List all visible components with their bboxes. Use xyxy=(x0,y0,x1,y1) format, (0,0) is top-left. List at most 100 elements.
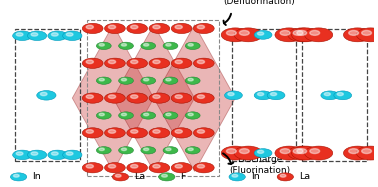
Circle shape xyxy=(275,146,303,160)
Circle shape xyxy=(149,128,170,138)
Circle shape xyxy=(153,95,160,98)
Circle shape xyxy=(229,173,245,181)
Circle shape xyxy=(141,147,156,154)
Circle shape xyxy=(337,93,343,96)
Circle shape xyxy=(257,93,264,96)
Circle shape xyxy=(149,93,170,103)
Circle shape xyxy=(194,163,214,173)
Circle shape xyxy=(194,128,214,138)
Circle shape xyxy=(239,149,249,154)
Circle shape xyxy=(171,23,192,34)
Circle shape xyxy=(11,173,27,181)
Circle shape xyxy=(86,60,93,64)
Circle shape xyxy=(297,30,307,35)
Circle shape xyxy=(86,95,93,98)
Circle shape xyxy=(119,42,133,50)
Circle shape xyxy=(163,112,178,119)
Circle shape xyxy=(144,78,149,81)
Circle shape xyxy=(280,174,286,177)
Circle shape xyxy=(163,147,178,154)
Circle shape xyxy=(226,149,236,154)
Circle shape xyxy=(96,112,111,119)
Circle shape xyxy=(221,146,249,160)
Circle shape xyxy=(305,28,333,42)
Circle shape xyxy=(99,44,104,46)
Circle shape xyxy=(149,58,170,68)
Circle shape xyxy=(82,93,103,103)
Circle shape xyxy=(234,28,262,42)
Circle shape xyxy=(185,147,200,154)
Circle shape xyxy=(48,31,67,41)
Circle shape xyxy=(37,91,56,100)
Circle shape xyxy=(121,113,127,116)
Circle shape xyxy=(257,150,264,153)
Circle shape xyxy=(175,130,182,133)
Circle shape xyxy=(28,150,47,160)
Text: Charge
(Defluorination): Charge (Defluorination) xyxy=(223,0,295,7)
Circle shape xyxy=(185,42,200,50)
Circle shape xyxy=(96,77,111,84)
Circle shape xyxy=(86,130,93,133)
Circle shape xyxy=(144,44,149,46)
Circle shape xyxy=(275,28,303,42)
Text: In: In xyxy=(251,172,260,181)
Circle shape xyxy=(108,60,116,64)
Circle shape xyxy=(175,25,182,29)
Circle shape xyxy=(288,28,316,42)
Circle shape xyxy=(162,174,167,177)
Circle shape xyxy=(305,146,333,160)
Circle shape xyxy=(86,165,93,168)
Circle shape xyxy=(96,147,111,154)
Circle shape xyxy=(344,28,372,42)
Circle shape xyxy=(291,28,320,42)
Circle shape xyxy=(171,163,192,173)
Circle shape xyxy=(99,78,104,81)
Circle shape xyxy=(131,25,138,29)
Circle shape xyxy=(228,93,234,96)
Circle shape xyxy=(293,149,303,154)
Circle shape xyxy=(127,163,147,173)
Circle shape xyxy=(254,149,272,157)
Circle shape xyxy=(344,146,372,160)
Circle shape xyxy=(51,152,58,155)
Circle shape xyxy=(66,33,73,36)
Circle shape xyxy=(280,30,290,35)
Circle shape xyxy=(105,163,125,173)
Circle shape xyxy=(166,78,171,81)
Text: In: In xyxy=(32,172,41,181)
Circle shape xyxy=(144,148,149,151)
Circle shape xyxy=(141,42,156,50)
Circle shape xyxy=(321,91,339,100)
Circle shape xyxy=(28,31,47,41)
Circle shape xyxy=(99,113,104,116)
Circle shape xyxy=(188,148,193,151)
Circle shape xyxy=(257,32,264,35)
Circle shape xyxy=(226,30,236,35)
Text: La: La xyxy=(299,172,310,181)
Circle shape xyxy=(153,60,160,64)
Circle shape xyxy=(13,150,32,160)
Circle shape xyxy=(96,42,111,50)
Circle shape xyxy=(99,148,104,151)
Circle shape xyxy=(349,149,359,154)
Circle shape xyxy=(108,95,116,98)
Circle shape xyxy=(254,30,272,39)
Circle shape xyxy=(254,91,272,100)
Circle shape xyxy=(171,93,192,103)
Circle shape xyxy=(119,77,133,84)
Circle shape xyxy=(131,165,138,168)
Circle shape xyxy=(362,30,372,35)
Circle shape xyxy=(175,165,182,168)
Polygon shape xyxy=(72,25,154,171)
Circle shape xyxy=(175,95,182,98)
Circle shape xyxy=(131,60,138,64)
Circle shape xyxy=(194,23,214,34)
Circle shape xyxy=(185,77,200,84)
Circle shape xyxy=(280,149,290,154)
Circle shape xyxy=(159,173,175,181)
Circle shape xyxy=(334,91,352,100)
Circle shape xyxy=(131,130,138,133)
Circle shape xyxy=(121,44,127,46)
Circle shape xyxy=(163,42,178,50)
Circle shape xyxy=(63,31,82,41)
